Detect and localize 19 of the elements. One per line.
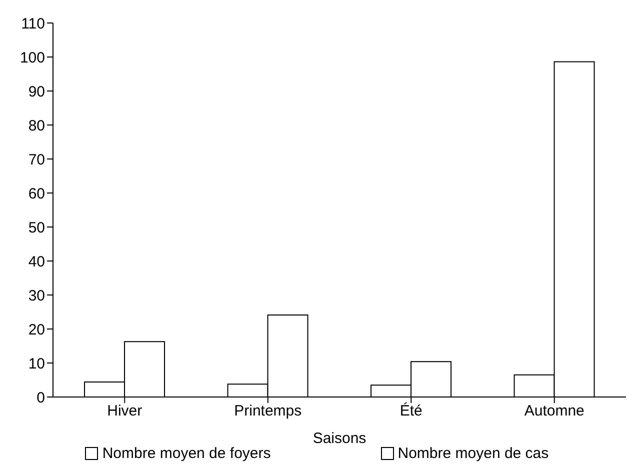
legend-label: Nombre moyen de foyers — [102, 445, 271, 462]
y-tick-label: 20 — [28, 321, 45, 338]
x-axis-title: Saisons — [312, 430, 366, 447]
x-tick-label: Printemps — [234, 402, 302, 420]
y-tick-label: 10 — [28, 355, 45, 372]
y-tick-label: 60 — [28, 185, 45, 202]
y-tick-label: 70 — [28, 151, 45, 168]
x-tick-label: Hiver — [107, 402, 142, 420]
x-tick-label: Été — [400, 402, 422, 420]
y-tick-label: 0 — [36, 389, 45, 406]
y-tick-label: 40 — [28, 253, 45, 270]
y-tick-label: 30 — [28, 287, 45, 304]
y-tick-label: 50 — [28, 219, 45, 236]
y-tick-label: 80 — [28, 117, 45, 134]
legend-label: Nombre moyen de cas — [398, 445, 549, 462]
y-tick-label: 100 — [20, 49, 45, 66]
y-tick-label: 110 — [21, 15, 45, 32]
x-tick-label: Automne — [524, 402, 584, 420]
y-tick-label: 90 — [28, 83, 45, 100]
